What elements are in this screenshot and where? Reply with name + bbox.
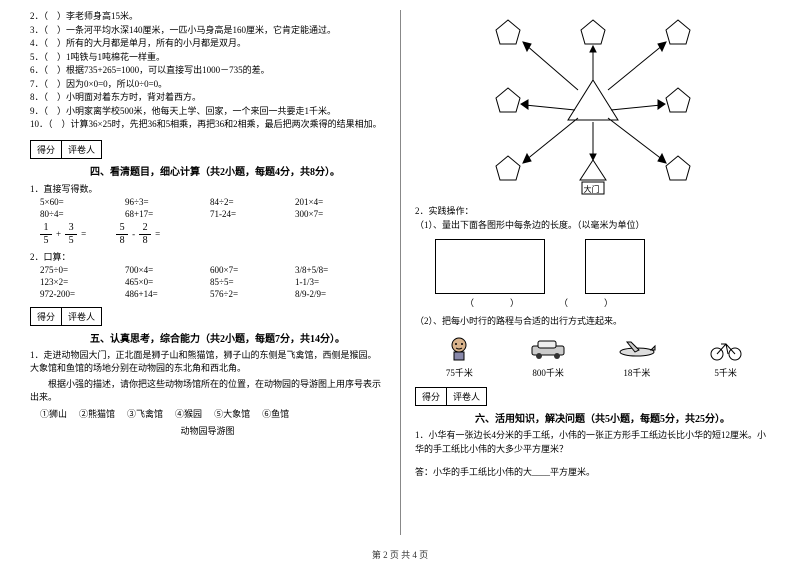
word-item: ⑤大象馆 — [214, 407, 250, 420]
calc-row: 5×60= 96÷3= 84÷2= 201×4= — [40, 197, 385, 207]
word-item: ①狮山 — [40, 407, 67, 420]
vehicle-item: 18千米 — [617, 336, 657, 379]
sub-heading: 1．直接写得数。 — [30, 182, 385, 195]
judgment-item: 9．（ ）小明家离学校500米，他每天上学、回家，一个来回一共要走1千米。 — [30, 105, 385, 119]
calc-cell: 600×7= — [210, 265, 275, 275]
judgment-item: 5．（ ）1吨铁与1吨棉花一样重。 — [30, 51, 385, 65]
paren: （ ） — [559, 296, 613, 309]
calc-cell: 201×4= — [295, 197, 360, 207]
vehicles-row: 75千米 800千米 18千米 5千米 — [415, 336, 770, 379]
calc-cell: 275÷0= — [40, 265, 105, 275]
calc-cell: 84÷2= — [210, 197, 275, 207]
answer-line: 答：小华的手工纸比小伟的大____平方厘米。 — [415, 466, 770, 480]
score-box: 得分 评卷人 — [30, 307, 385, 326]
paren-row: （ ） （ ） — [465, 296, 770, 309]
judgment-item: 3．（ ）一条河平均水深140厘米，一匹小马身高是160厘米，它肯定能通过。 — [30, 24, 385, 38]
fraction-expr: 58 - 28 = — [116, 223, 160, 246]
judgment-item: 4．（ ）所有的大月都是单月，所有的小月都是双月。 — [30, 37, 385, 51]
grader-cell: 评卷人 — [62, 307, 102, 326]
calc-cell: 8/9-2/9= — [295, 289, 360, 299]
calc-row: 972-200= 486+14= 576÷2= 8/9-2/9= — [40, 289, 385, 299]
calc-row: 275÷0= 700×4= 600×7= 3/8+5/8= — [40, 265, 385, 275]
judgment-list: 2．（ ）李老师身高15米。 3．（ ）一条河平均水深140厘米，一匹小马身高是… — [30, 10, 385, 132]
zoo-diagram: 大门 — [478, 10, 708, 200]
word-list: ①狮山 ②熊猫馆 ③飞禽馆 ④猴园 ⑤大象馆 ⑥鱼馆 — [40, 407, 385, 420]
calc-cell: 486+14= — [125, 289, 190, 299]
vehicle-item: 5千米 — [706, 336, 746, 379]
word-item: ②熊猫馆 — [79, 407, 115, 420]
judgment-item: 7．（ ）因为0×0=0，所以0÷0=0。 — [30, 78, 385, 92]
calc-cell: 972-200= — [40, 289, 105, 299]
vehicle-label: 5千米 — [714, 366, 737, 379]
fraction-row: 15 + 35 = 58 - 28 = — [40, 223, 385, 246]
practice-text: （2）、把每小时行的路程与合适的出行方式连起来。 — [415, 315, 770, 329]
grader-cell: 评卷人 — [447, 387, 487, 406]
calc-cell: 68+17= — [125, 209, 190, 219]
plane-icon — [617, 336, 657, 362]
child-icon — [439, 336, 479, 362]
paragraph: 1．走进动物园大门，正北面是狮子山和熊猫馆，狮子山的东侧是飞禽馆，西侧是猴园。大… — [30, 349, 385, 376]
right-column: 大门 2．实践操作： （1）、量出下面各图形中每条边的长度。（以毫米为单位） （… — [415, 10, 770, 482]
practice-text: （1）、量出下面各图形中每条边的长度。（以毫米为单位） — [415, 219, 770, 233]
calc-cell: 80÷4= — [40, 209, 105, 219]
score-cell: 得分 — [30, 140, 62, 159]
calc-cell: 71-24= — [210, 209, 275, 219]
gate-label: 大门 — [584, 184, 600, 195]
vehicle-label: 18千米 — [623, 366, 650, 379]
calc-row: 80÷4= 68+17= 71-24= 300×7= — [40, 209, 385, 219]
score-cell: 得分 — [30, 307, 62, 326]
calc-cell: 700×4= — [125, 265, 190, 275]
practice-boxes — [435, 239, 770, 294]
word-item: ③飞禽馆 — [127, 407, 163, 420]
judgment-item: 8．（ ）小明面对着东方时，背对着西方。 — [30, 91, 385, 105]
calc-cell: 300×7= — [295, 209, 360, 219]
vehicle-label: 800千米 — [532, 366, 564, 379]
section-6-title: 六、活用知识，解决问题（共5小题，每题5分，共25分）。 — [415, 410, 770, 425]
fraction-expr: 15 + 35 = — [40, 223, 86, 246]
calc-cell: 5×60= — [40, 197, 105, 207]
paren: （ ） — [465, 296, 519, 309]
question-text: 1．小华有一张边长4分米的手工纸，小伟的一张正方形手工纸边长比小华的短12厘米。… — [415, 429, 770, 456]
measure-box — [585, 239, 645, 294]
bicycle-icon — [706, 336, 746, 362]
calc-cell: 1-1/3= — [295, 277, 360, 287]
sub-heading: 2．口算： — [30, 250, 385, 263]
left-column: 2．（ ）李老师身高15米。 3．（ ）一条河平均水深140厘米，一匹小马身高是… — [30, 10, 385, 482]
map-title: 动物园导游图 — [30, 424, 385, 437]
calc-cell: 576÷2= — [210, 289, 275, 299]
vehicle-item: 75千米 — [439, 336, 479, 379]
calc-cell: 123×2= — [40, 277, 105, 287]
word-item: ④猴园 — [175, 407, 202, 420]
calc-row: 123×2= 465×0= 85÷5= 1-1/3= — [40, 277, 385, 287]
paragraph: 根据小强的描述，请你把这些动物场馆所在的位置，在动物园的导游图上用序号表示出来。 — [30, 378, 385, 405]
vehicle-label: 75千米 — [446, 366, 473, 379]
calc-cell: 96÷3= — [125, 197, 190, 207]
page-footer: 第 2 页 共 4 页 — [0, 548, 800, 561]
judgment-item: 10．（ ）计算36×25时，先把36和5相乘，再把36和2相乘，最后把两次乘得… — [30, 118, 385, 132]
calc-cell: 85÷5= — [210, 277, 275, 287]
car-icon — [528, 336, 568, 362]
section-4-title: 四、看清题目，细心计算（共2小题，每题4分，共8分）。 — [30, 163, 385, 178]
calc-cell: 3/8+5/8= — [295, 265, 360, 275]
score-box: 得分 评卷人 — [415, 387, 770, 406]
word-item: ⑥鱼馆 — [262, 407, 289, 420]
calc-cell: 465×0= — [125, 277, 190, 287]
practice-label: 2．实践操作： — [415, 204, 770, 217]
vehicle-item: 800千米 — [528, 336, 568, 379]
score-cell: 得分 — [415, 387, 447, 406]
column-divider — [400, 10, 401, 535]
grader-cell: 评卷人 — [62, 140, 102, 159]
judgment-item: 2．（ ）李老师身高15米。 — [30, 10, 385, 24]
measure-box — [435, 239, 545, 294]
judgment-item: 6．（ ）根据735+265=1000，可以直接写出1000－735的差。 — [30, 64, 385, 78]
section-5-title: 五、认真思考，综合能力（共2小题，每题7分，共14分）。 — [30, 330, 385, 345]
score-box: 得分 评卷人 — [30, 140, 385, 159]
